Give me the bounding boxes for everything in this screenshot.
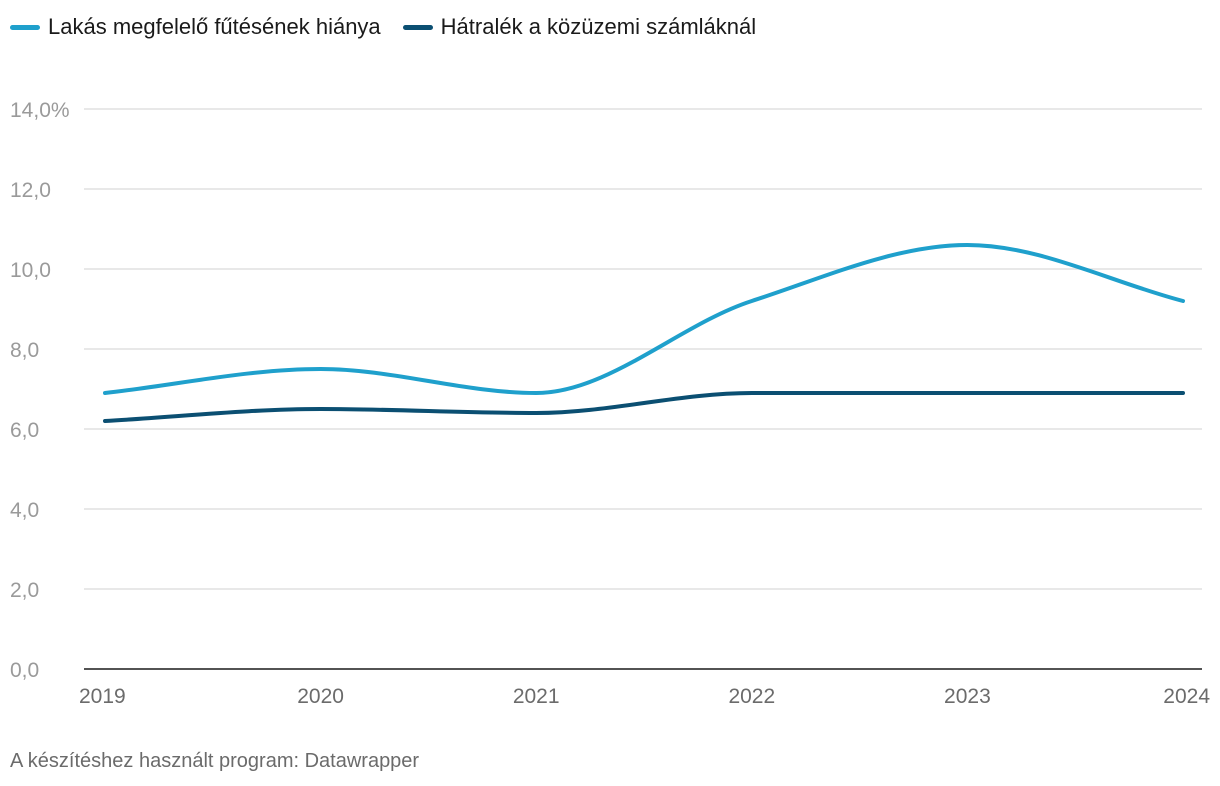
legend-item-heating: Lakás megfelelő fűtésének hiánya	[10, 14, 381, 40]
y-tick-label: 6,0	[10, 419, 39, 442]
x-tick-label: 2019	[79, 685, 126, 708]
legend-swatch-arrears	[402, 24, 433, 30]
footer-credit: A készítéshez használt program: Datawrap…	[10, 750, 420, 772]
legend-item-arrears: Hátralék a közüzemi számláknál	[402, 14, 757, 40]
x-tick-label: 2022	[728, 685, 775, 708]
x-tick-label: 2023	[944, 685, 991, 708]
y-tick-label: 2,0	[10, 579, 39, 602]
y-tick-label: 4,0	[10, 499, 39, 522]
legend-label-heating: Lakás megfelelő fűtésének hiánya	[48, 14, 381, 39]
y-tick-label: 8,0	[10, 339, 39, 362]
x-tick-label: 2024	[1163, 685, 1210, 708]
chart-legend: Lakás megfelelő fűtésének hiánya Hátralé…	[10, 14, 756, 40]
series-line-heating	[103, 243, 1185, 395]
legend-label-arrears: Hátralék a közüzemi számláknál	[440, 14, 757, 39]
y-tick-label: 14,0%	[10, 99, 70, 122]
legend-swatch-heating	[10, 24, 40, 30]
series-line-arrears	[103, 390, 1185, 423]
x-tick-label: 2021	[513, 685, 560, 708]
y-tick-label: 12,0	[10, 179, 51, 202]
y-tick-label: 10,0	[10, 259, 51, 282]
x-tick-label: 2020	[297, 685, 344, 708]
y-tick-label: 0,0	[10, 659, 39, 682]
